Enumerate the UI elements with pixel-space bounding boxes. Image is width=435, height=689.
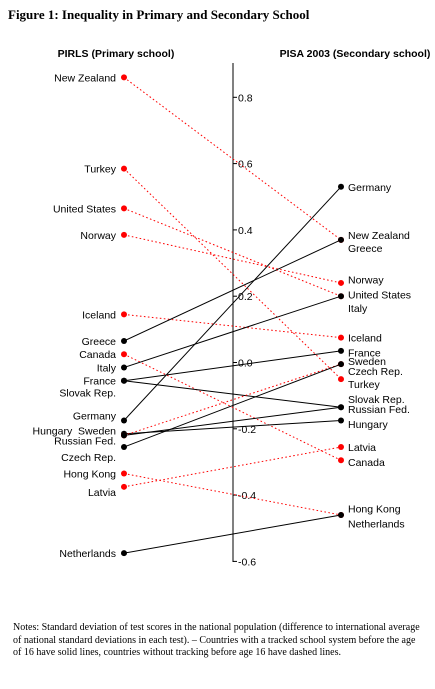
y-tick-label: 0.8: [238, 92, 253, 104]
point-pisa-norway: [338, 279, 344, 286]
y-tick-label: 0.0: [238, 358, 253, 370]
y-axis: 0.80.60.40.20.0-0.2-0.4-0.6: [232, 63, 256, 568]
left-label-italy: Italy: [97, 362, 117, 374]
point-pirls-norway: [121, 231, 127, 238]
right-label-iceland: Iceland: [348, 333, 382, 345]
line-slovak-rep: [123, 380, 342, 408]
left-label-turkey: Turkey: [84, 164, 116, 176]
right-axis-title: PISA 2003 (Secondary school): [280, 48, 431, 60]
point-pirls-germany: [121, 417, 127, 424]
left-label-hungary-sweden: Hungary Sweden: [33, 425, 117, 437]
point-pisa-canada: [338, 457, 344, 464]
line-italy: [123, 295, 342, 368]
line-united-states: [123, 207, 342, 297]
left-label-slovak-rep: Slovak Rep.: [59, 387, 116, 399]
right-label-turkey: Turkey: [348, 379, 380, 391]
left-label-norway: Norway: [80, 230, 116, 242]
line-norway: [123, 234, 342, 284]
point-pisa-italy: [338, 293, 344, 300]
y-tick-label: 0.4: [238, 225, 253, 237]
right-label-greece: Greece: [348, 243, 383, 255]
slope-chart: PIRLS (Primary school) PISA 2003 (Second…: [33, 48, 431, 568]
right-label-slovak-rep: Slovak Rep.: [348, 394, 405, 406]
y-tick-label: 0.6: [238, 159, 253, 171]
left-axis-title: PIRLS (Primary school): [58, 48, 175, 60]
right-label-united-states: United States: [348, 290, 411, 302]
left-label-france: France: [83, 376, 116, 388]
line-iceland: [123, 313, 342, 339]
y-tick-label: -0.6: [238, 556, 256, 568]
right-label-germany: Germany: [348, 182, 392, 194]
right-label-sweden: Sweden: [348, 356, 386, 368]
left-label-new-zealand: New Zealand: [54, 72, 116, 84]
left-label-united-states: United States: [53, 203, 116, 215]
line-russian-fed: [123, 406, 342, 436]
line-netherlands: [123, 514, 342, 554]
left-label-czech-rep: Czech Rep.: [61, 452, 116, 464]
point-pirls-latvia: [121, 483, 127, 490]
line-greece: [123, 239, 342, 342]
right-label-new-zealand: New Zealand: [348, 230, 410, 242]
point-pisa-greece: [338, 236, 344, 243]
right-label-hong-kong: Hong Kong: [348, 503, 401, 515]
country-labels: New Zealand Turkey United States Norway Icel…: [33, 72, 412, 560]
point-pisa-iceland: [338, 334, 344, 341]
left-label-greece: Greece: [82, 336, 117, 348]
point-pirls-slovak-rep: [121, 377, 127, 384]
point-pirls-czech-rep: [121, 444, 127, 451]
point-pirls-hong-kong: [121, 470, 127, 477]
left-label-iceland: Iceland: [82, 309, 116, 321]
right-label-italy: Italy: [348, 303, 368, 315]
point-pirls-netherlands: [121, 550, 127, 557]
left-label-hong-kong: Hong Kong: [63, 469, 116, 481]
country-lines: [123, 77, 342, 554]
line-germany: [123, 186, 342, 421]
point-pirls-united-states: [121, 205, 127, 212]
line-france: [123, 350, 342, 382]
right-label-latvia: Latvia: [348, 442, 376, 454]
y-tick-label: -0.4: [238, 490, 256, 502]
point-pirls-iceland: [121, 311, 127, 318]
point-pisa-latvia: [338, 444, 344, 451]
line-new-zealand: [123, 77, 342, 241]
figure-title: Figure 1: Inequality in Primary and Seco…: [8, 7, 310, 22]
point-pisa-turkey: [338, 376, 344, 383]
left-label-netherlands: Netherlands: [59, 548, 116, 560]
right-label-czech-rep: Czech Rep.: [348, 366, 403, 378]
left-label-canada: Canada: [79, 349, 116, 361]
point-pisa-russian-fed: [338, 404, 344, 411]
figure-notes: Notes: Standard deviation of test scores…: [13, 622, 420, 658]
left-label-russian-fed: Russian Fed.: [54, 435, 116, 447]
point-pirls-greece: [121, 337, 127, 344]
right-label-norway: Norway: [348, 275, 384, 287]
point-pisa-hungary: [338, 417, 344, 424]
line-latvia: [123, 446, 342, 488]
point-pirls-turkey: [121, 165, 127, 172]
point-pirls-russian-fed: [121, 432, 127, 439]
point-pisa-netherlands: [338, 511, 344, 518]
point-pirls-new-zealand: [121, 74, 127, 81]
point-pirls-italy: [121, 364, 127, 371]
point-pirls-canada: [121, 351, 127, 358]
left-label-latvia: Latvia: [88, 487, 116, 499]
line-canada: [123, 353, 342, 461]
left-label-germany: Germany: [73, 411, 117, 423]
point-pisa-czech-rep: [338, 361, 344, 368]
y-tick-label: 0.2: [238, 291, 253, 303]
line-hungary: [123, 420, 342, 435]
right-label-netherlands: Netherlands: [348, 518, 405, 530]
point-pisa-france: [338, 347, 344, 354]
line-czech-rep: [123, 363, 342, 448]
country-points: [121, 74, 344, 557]
point-pisa-germany: [338, 183, 344, 190]
right-label-russian-fed: Russian Fed.: [348, 404, 410, 416]
right-label-hungary: Hungary: [348, 419, 388, 431]
right-label-canada: Canada: [348, 457, 385, 469]
right-label-france: France: [348, 348, 381, 360]
